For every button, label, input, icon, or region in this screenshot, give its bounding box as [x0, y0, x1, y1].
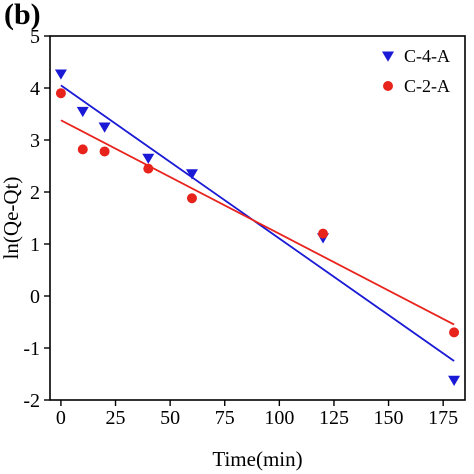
data-point-c-4-a — [76, 106, 89, 118]
y-tick-label: -2 — [23, 390, 40, 412]
data-point-c-4-a — [185, 169, 198, 180]
y-tick-label: 0 — [30, 286, 40, 308]
data-point-c-4-a — [54, 69, 67, 80]
panel-label: (b) — [4, 0, 41, 31]
legend-marker — [382, 51, 394, 62]
data-point-c-4-a — [448, 375, 461, 386]
data-point-c-2-a — [99, 146, 110, 157]
y-tick-label: 3 — [30, 130, 40, 152]
x-axis-label: Time(min) — [212, 447, 302, 471]
x-tick-label: 50 — [160, 407, 180, 429]
data-point-c-4-a — [98, 122, 111, 133]
legend-label: C-4-A — [404, 46, 450, 66]
plot-area: 0 25 50 75 100 125 150 175 -2 -1 0 1 2 3 4 5 Time(min) ln… — [0, 26, 466, 471]
data-point-c-2-a — [186, 193, 197, 204]
legend-label: C-2-A — [404, 76, 450, 96]
x-tick-label: 25 — [106, 407, 126, 429]
y-tick-label: 4 — [30, 78, 40, 100]
x-tick-label: 0 — [56, 407, 66, 429]
x-tick-label: 150 — [374, 407, 404, 429]
y-axis-label: ln(Qe-Qt) — [0, 177, 23, 260]
data-point-c-2-a — [143, 163, 154, 174]
y-tick-label: -1 — [23, 338, 40, 360]
data-point-c-4-a — [142, 153, 155, 164]
y-tick-label: 1 — [30, 234, 40, 256]
data-point-c-2-a — [318, 228, 329, 239]
plot-frame — [49, 35, 466, 401]
y-tick-label: 2 — [30, 182, 40, 204]
x-tick-label: 100 — [264, 407, 294, 429]
data-point-c-2-a — [77, 144, 88, 155]
legend-marker — [383, 81, 393, 91]
fit-line-c-2-a — [60, 119, 455, 326]
data-point-c-2-a — [449, 327, 460, 338]
x-tick-label: 75 — [215, 407, 235, 429]
data-point-c-2-a — [55, 88, 66, 99]
x-tick-label: 175 — [428, 407, 458, 429]
y-tick-label: 5 — [30, 26, 40, 48]
x-tick-label: 125 — [319, 407, 349, 429]
